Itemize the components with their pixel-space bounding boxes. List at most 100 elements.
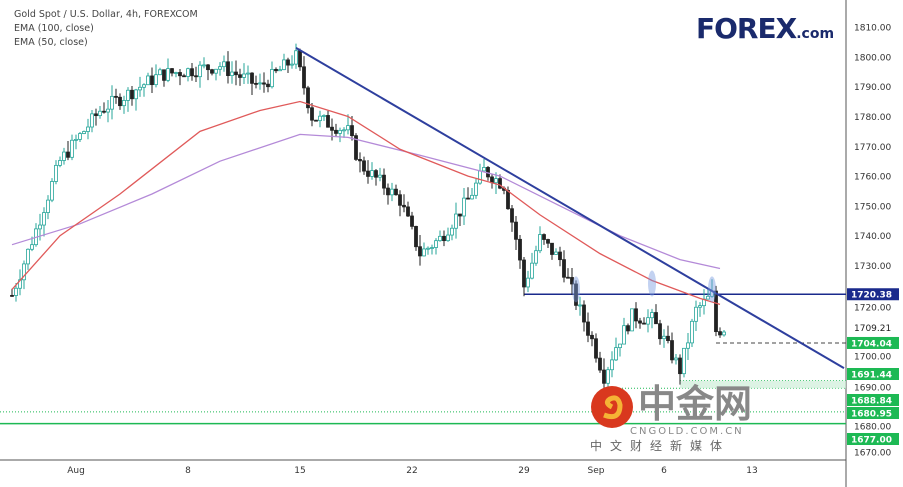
watermark-tagline: 中文财经新媒体 xyxy=(590,439,731,453)
y-tick-label: 1750.00 xyxy=(854,202,891,212)
candle-body xyxy=(666,335,670,341)
candle-body xyxy=(678,357,682,375)
price-label: 1688.84 xyxy=(851,397,892,407)
candle-body xyxy=(250,72,254,84)
y-tick-label: 1770.00 xyxy=(854,143,891,153)
candle-body xyxy=(606,369,610,384)
candle-body xyxy=(398,194,402,206)
y-tick-label: 1740.00 xyxy=(854,232,891,242)
candle-body xyxy=(658,323,662,340)
candle-body xyxy=(82,131,86,134)
price-label-box xyxy=(847,368,899,380)
candle-body xyxy=(446,234,450,242)
candle-body xyxy=(290,63,294,66)
candle-body xyxy=(54,164,58,182)
candle-body xyxy=(386,187,390,196)
candle-body xyxy=(410,215,414,227)
candle-body xyxy=(490,176,494,184)
candle-body xyxy=(258,82,262,85)
candle-body xyxy=(150,75,154,86)
candle-body xyxy=(42,212,46,226)
candle-body xyxy=(722,331,726,336)
y-tick-label: 1780.00 xyxy=(854,113,891,123)
candle-body xyxy=(426,247,430,250)
candle-body xyxy=(718,331,722,336)
candle-body xyxy=(586,321,590,336)
candle-body xyxy=(434,240,438,248)
forex-logo-brand: FOREX xyxy=(696,12,797,45)
candle-body xyxy=(554,251,558,255)
price-label: 1704.04 xyxy=(851,339,892,349)
candle-body xyxy=(558,251,562,261)
candle-body xyxy=(402,204,406,208)
y-tick-label: 1720.00 xyxy=(854,304,891,314)
candle-body xyxy=(118,96,122,107)
candle-body xyxy=(498,178,502,189)
candle-body xyxy=(466,197,470,200)
candle-body xyxy=(642,322,646,325)
candle-body xyxy=(626,325,630,332)
candle-body xyxy=(566,276,570,279)
x-tick-label: 6 xyxy=(661,466,667,476)
ema100-line xyxy=(11,133,721,270)
highlight-ellipse xyxy=(648,270,656,297)
candle-body xyxy=(418,246,422,257)
price-label: 1680.95 xyxy=(851,410,892,420)
candle-body xyxy=(474,182,478,196)
x-tick-label: 29 xyxy=(518,466,530,476)
candle-body xyxy=(90,113,94,128)
highlight-ellipse xyxy=(708,276,716,303)
y-tick-label: 1690.00 xyxy=(854,384,891,394)
candle-body xyxy=(518,238,522,261)
candle-body xyxy=(674,357,678,361)
candle-body xyxy=(370,170,374,177)
candle-body xyxy=(622,325,626,345)
price-label-box xyxy=(847,394,899,406)
candle-body xyxy=(686,342,690,349)
legend-symbol: Gold Spot / U.S. Dollar, 4h, FOREXCOM xyxy=(14,9,198,20)
candle-body xyxy=(162,69,166,81)
candle-body xyxy=(330,126,334,131)
candle-body xyxy=(274,68,278,72)
candle-body xyxy=(270,68,274,88)
candle-body xyxy=(634,308,638,322)
candle-body xyxy=(350,125,354,137)
support-zone xyxy=(680,380,846,389)
candle-body xyxy=(110,95,114,110)
ema50-line xyxy=(11,100,721,305)
candle-body xyxy=(218,66,222,70)
candle-body xyxy=(122,100,126,107)
candle-body xyxy=(670,340,674,361)
candle-body xyxy=(354,135,358,160)
price-label-box xyxy=(847,288,899,301)
y-tick-label: 1800.00 xyxy=(854,53,891,63)
last-price-label: 1709.21 xyxy=(854,324,891,334)
candle-body xyxy=(70,139,74,158)
candle-body xyxy=(214,68,218,74)
candle-body xyxy=(166,68,170,81)
y-tick-label: 1680.00 xyxy=(854,423,891,433)
x-tick-label: Sep xyxy=(588,466,605,476)
candle-body xyxy=(142,84,146,88)
candle-body xyxy=(450,227,454,236)
candle-body xyxy=(334,129,338,134)
price-label: 1720.38 xyxy=(851,291,892,301)
candle-body xyxy=(242,73,246,78)
candle-body xyxy=(342,129,346,132)
candle-body xyxy=(246,72,250,75)
candle-body xyxy=(302,66,306,89)
trendline xyxy=(295,47,845,370)
candle-body xyxy=(222,61,226,68)
candle-body xyxy=(698,305,702,308)
candle-body xyxy=(74,138,78,141)
candle-body xyxy=(238,74,242,78)
candle-body xyxy=(550,242,554,255)
candle-body xyxy=(138,86,142,91)
candle-body xyxy=(10,294,14,297)
candle-body xyxy=(378,174,382,178)
candle-body xyxy=(534,250,538,264)
candle-body xyxy=(514,221,518,240)
candle-body xyxy=(134,89,138,100)
